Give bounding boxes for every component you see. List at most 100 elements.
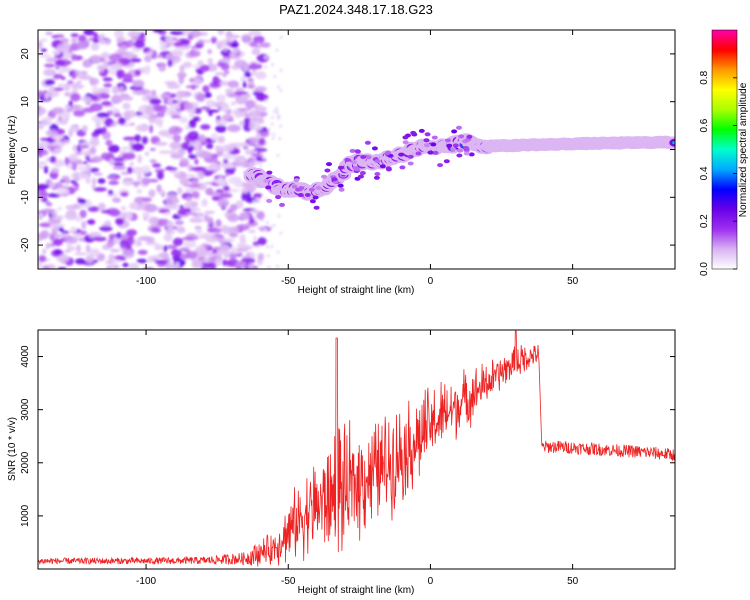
noise-blob: [176, 90, 185, 99]
y-tick-label: 20: [20, 48, 31, 60]
noise-blob: [180, 40, 190, 44]
ridge-halo: [364, 140, 371, 145]
noise-blob: [257, 237, 267, 246]
noise-blob: [223, 47, 228, 52]
noise-blob: [192, 179, 199, 185]
noise-blob: [122, 249, 135, 259]
ridge-halo: [423, 138, 430, 143]
noise-blob: [226, 92, 237, 98]
snr-y-ticks: 1000 2000 3000 4000: [20, 345, 675, 527]
noise-blob: [244, 71, 252, 78]
noise-blob: [250, 209, 260, 214]
noise-blob: [222, 73, 227, 78]
noise-blob: [230, 246, 237, 254]
noise-blob: [70, 33, 79, 38]
snr-y-axis-label: SNR (10 * v/v): [7, 417, 18, 481]
noise-blob: [215, 219, 222, 228]
noise-blob: [69, 124, 80, 132]
noise-blob: [255, 93, 269, 102]
noise-blob: [82, 60, 91, 68]
colorbar-tick-label: 0.8: [699, 70, 710, 84]
noise-blob: [241, 34, 252, 41]
signal-ridge: [243, 125, 675, 210]
noise-blob: [243, 117, 251, 125]
noise-blob: [106, 239, 115, 248]
noise-blob: [96, 253, 106, 262]
noise-blob: [158, 252, 170, 259]
noise-blob: [41, 197, 48, 203]
noise-blob: [231, 101, 236, 106]
noise-blob: [134, 134, 142, 142]
noise-blob: [235, 109, 241, 119]
ridge-halo: [266, 170, 273, 175]
noise-blob: [108, 144, 120, 153]
ridge-halo: [407, 161, 414, 166]
ridge-halo: [443, 159, 450, 164]
noise-blob: [244, 149, 255, 156]
noise-blob: [245, 99, 257, 109]
colorbar-tick-label: 0.2: [699, 214, 710, 228]
noise-blob: [70, 226, 78, 232]
noise-blob: [215, 257, 222, 267]
noise-blob: [248, 229, 256, 234]
noise-blob: [255, 71, 267, 80]
noise-blob: [164, 211, 171, 216]
ridge-halo: [298, 186, 305, 191]
noise-blob: [177, 149, 186, 156]
ridge-halo: [359, 171, 366, 175]
noise-blob: [130, 122, 135, 126]
noise-blob: [166, 97, 173, 105]
noise-blob: [137, 173, 143, 182]
noise-dot: [276, 250, 280, 254]
noise-blob: [87, 206, 100, 213]
spectrogram-y-axis-label: Frequency (Hz): [7, 116, 18, 185]
noise-blob: [74, 216, 83, 222]
x-tick-label: 50: [567, 576, 579, 587]
noise-dot: [271, 115, 274, 119]
noise-blob: [136, 115, 150, 119]
noise-blob: [239, 212, 250, 221]
noise-blob: [105, 260, 114, 265]
noise-blob: [222, 238, 236, 243]
ridge-halo: [407, 154, 414, 159]
noise-blob: [73, 110, 85, 117]
noise-blob: [230, 41, 239, 49]
ridge-halo: [349, 148, 356, 153]
noise-blob: [76, 80, 82, 85]
noise-blob: [126, 236, 135, 246]
noise-blob: [50, 234, 55, 242]
noise-blob: [170, 114, 182, 119]
noise-blob: [78, 75, 92, 80]
noise-blob: [102, 126, 107, 133]
noise-blob: [86, 219, 96, 225]
snr-frame: [37, 329, 676, 570]
noise-blob: [154, 141, 168, 146]
spectrogram-y-ticks: -20 -10 0 10 20: [20, 48, 675, 252]
noise-blob: [116, 69, 125, 78]
noise-blob: [53, 159, 65, 168]
noise-dot: [259, 105, 263, 109]
ridge-halo: [331, 177, 338, 182]
noise-blob: [166, 83, 181, 89]
ridge-halo: [458, 134, 465, 139]
noise-blob: [127, 30, 141, 38]
noise-blob: [154, 259, 169, 265]
y-tick-label: 3000: [20, 398, 31, 421]
noise-blob: [54, 59, 66, 67]
noise-blob: [153, 54, 164, 59]
ridge-halo: [297, 193, 304, 197]
noise-blob: [71, 71, 77, 80]
ridge-halo: [456, 125, 462, 130]
noise-blob: [105, 39, 111, 46]
noise-blob: [42, 248, 47, 255]
ridge-halo: [354, 167, 360, 172]
noise-blob: [126, 229, 137, 237]
noise-blob: [92, 39, 99, 44]
noise-blob: [112, 165, 127, 170]
noise-blob: [141, 136, 148, 145]
noise-blob: [248, 262, 254, 269]
noise-blob: [152, 118, 164, 125]
noise-blob: [231, 48, 241, 54]
noise-blob: [166, 244, 178, 250]
